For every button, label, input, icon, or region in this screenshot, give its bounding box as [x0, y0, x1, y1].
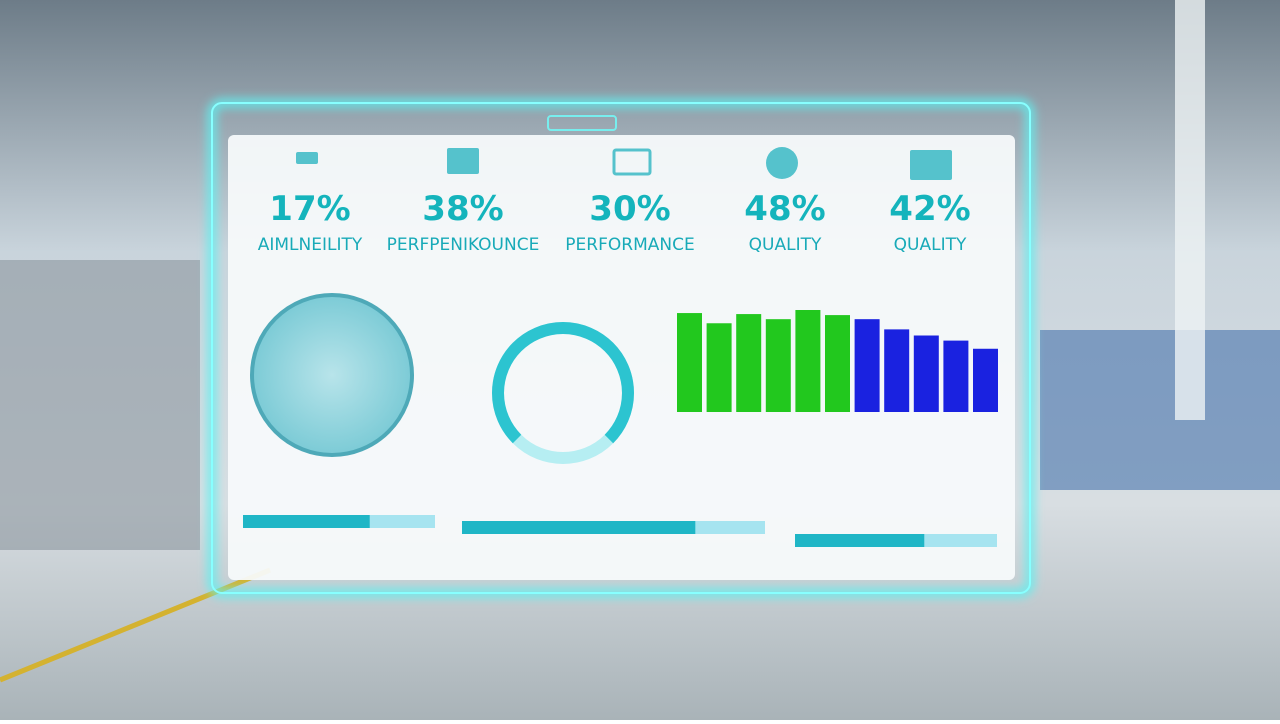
bar — [736, 314, 762, 412]
bar — [973, 348, 998, 412]
progress-fill — [795, 534, 925, 547]
panel-frame — [211, 102, 1031, 594]
kpi-label: AIMLNEILITY — [258, 235, 363, 255]
kpi-value: 17% — [269, 189, 350, 229]
kpi-label: PERFORMANCE — [565, 235, 694, 255]
availability-disc — [250, 293, 414, 457]
icon — [910, 150, 952, 180]
icon — [447, 148, 479, 174]
bar — [765, 319, 791, 412]
kpi-value: 48% — [744, 189, 825, 229]
machine-right — [1040, 330, 1280, 490]
floor-line — [0, 567, 271, 683]
kpi-icons — [296, 147, 952, 180]
bar — [706, 323, 732, 412]
kpi-value: 30% — [589, 189, 670, 229]
bar-chart — [677, 310, 998, 412]
bar — [795, 310, 821, 412]
pillar — [1175, 0, 1205, 420]
icon — [766, 147, 798, 179]
icon — [296, 152, 318, 164]
bar — [913, 335, 939, 412]
bar — [943, 340, 969, 412]
progress-fill — [243, 515, 370, 528]
kpi-row: 17% AIMLNEILITY 38% PERFPENIKOUNCE 30% PERFOR… — [258, 189, 971, 255]
kpi-label: PERFPENIKOUNCE — [387, 235, 540, 255]
bar — [825, 315, 850, 412]
machine-left — [0, 260, 200, 550]
progress-fill — [462, 521, 696, 534]
icon — [612, 148, 652, 176]
bar — [677, 313, 702, 412]
panel-tab — [547, 115, 617, 131]
bar — [854, 319, 880, 412]
kpi-value: 42% — [889, 189, 970, 229]
kpi-label: QUALITY — [749, 235, 822, 255]
bar — [884, 329, 910, 412]
kpi-label: QUALITY — [894, 235, 967, 255]
kpi-value: 38% — [422, 189, 503, 229]
